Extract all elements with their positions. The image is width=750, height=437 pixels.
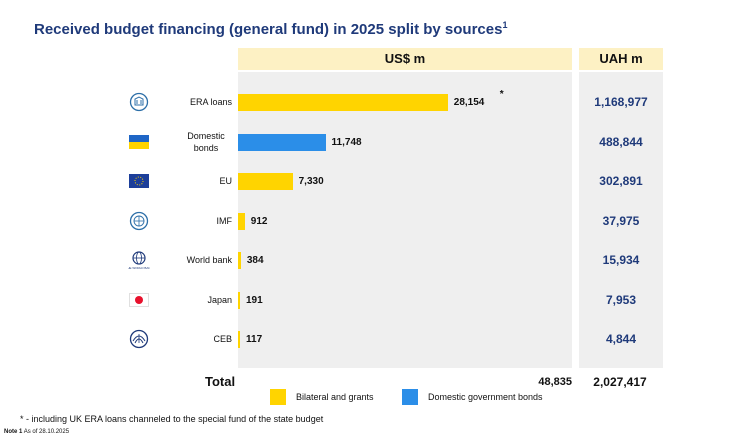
ceb-icon <box>128 329 150 349</box>
chart-row: Domestic bonds 11,748 488,844 <box>0 125 750 159</box>
uah-column-header: UAH m <box>579 48 663 70</box>
uah-value: 7,953 <box>579 283 663 317</box>
category-label: ERA loans <box>150 85 232 119</box>
legend-swatch-domestic <box>402 389 418 405</box>
uah-value: 1,168,977 <box>579 85 663 119</box>
bar-value-label: 11,748 <box>332 134 362 151</box>
chart-row: EU 7,330 302,891 <box>0 164 750 198</box>
ukraine-flag-icon <box>128 132 150 152</box>
bar-value-label: 117 <box>246 331 262 348</box>
world-bank-icon: THE WORLD BANK <box>128 250 150 270</box>
category-label: CEB <box>150 322 232 356</box>
bar <box>238 252 241 269</box>
world-bank-wordmark: THE WORLD BANK <box>128 266 150 270</box>
japan-flag-icon <box>128 290 150 310</box>
chart-row: ERA loans 28,154 * 1,168,977 <box>0 85 750 119</box>
bar <box>238 292 240 309</box>
legend-item-domestic: Domestic government bonds <box>402 389 543 405</box>
total-label: Total <box>205 374 235 389</box>
chart-title: Received budget financing (general fund)… <box>34 20 507 38</box>
bar-value-label: 7,330 <box>299 173 324 190</box>
bar <box>238 331 240 348</box>
era-icon <box>128 92 150 112</box>
chart-row: IMF 912 37,975 <box>0 204 750 238</box>
bar-value-label: 384 <box>247 252 264 269</box>
footnote-marker: * <box>500 89 504 100</box>
chart-row: Japan 191 7,953 <box>0 283 750 317</box>
bar <box>238 213 245 230</box>
uah-value: 15,934 <box>579 243 663 277</box>
total-usd-value: 48,835 <box>520 376 572 388</box>
legend-label-domestic: Domestic government bonds <box>428 392 543 402</box>
uah-value: 37,975 <box>579 204 663 238</box>
chart-row: THE WORLD BANKWorld bank 384 15,934 <box>0 243 750 277</box>
footnote: * - including UK ERA loans channeled to … <box>20 414 323 424</box>
bar <box>238 173 293 190</box>
legend-label-bilateral: Bilateral and grants <box>296 392 374 402</box>
category-label: Domestic bonds <box>180 125 232 159</box>
note-1: Note 1 As of 28.10.2025 <box>4 429 69 435</box>
legend-item-bilateral: Bilateral and grants <box>270 389 374 405</box>
eu-flag-icon <box>128 171 150 191</box>
bar <box>238 134 326 151</box>
category-label: IMF <box>150 204 232 238</box>
total-uah-value: 2,027,417 <box>585 375 655 389</box>
uah-value: 4,844 <box>579 322 663 356</box>
bar-value-label: 912 <box>251 213 268 230</box>
chart-row: CEB 117 4,844 <box>0 322 750 356</box>
bar-value-label: 28,154 <box>454 94 485 111</box>
category-label: EU <box>150 164 232 198</box>
bar-value-label: 191 <box>246 292 263 309</box>
uah-value: 488,844 <box>579 125 663 159</box>
legend-swatch-bilateral <box>270 389 286 405</box>
uah-value: 302,891 <box>579 164 663 198</box>
category-label: Japan <box>150 283 232 317</box>
imf-icon <box>128 211 150 231</box>
category-label: World bank <box>150 243 232 277</box>
bar <box>238 94 448 111</box>
usd-column-header: US$ m <box>238 48 572 70</box>
